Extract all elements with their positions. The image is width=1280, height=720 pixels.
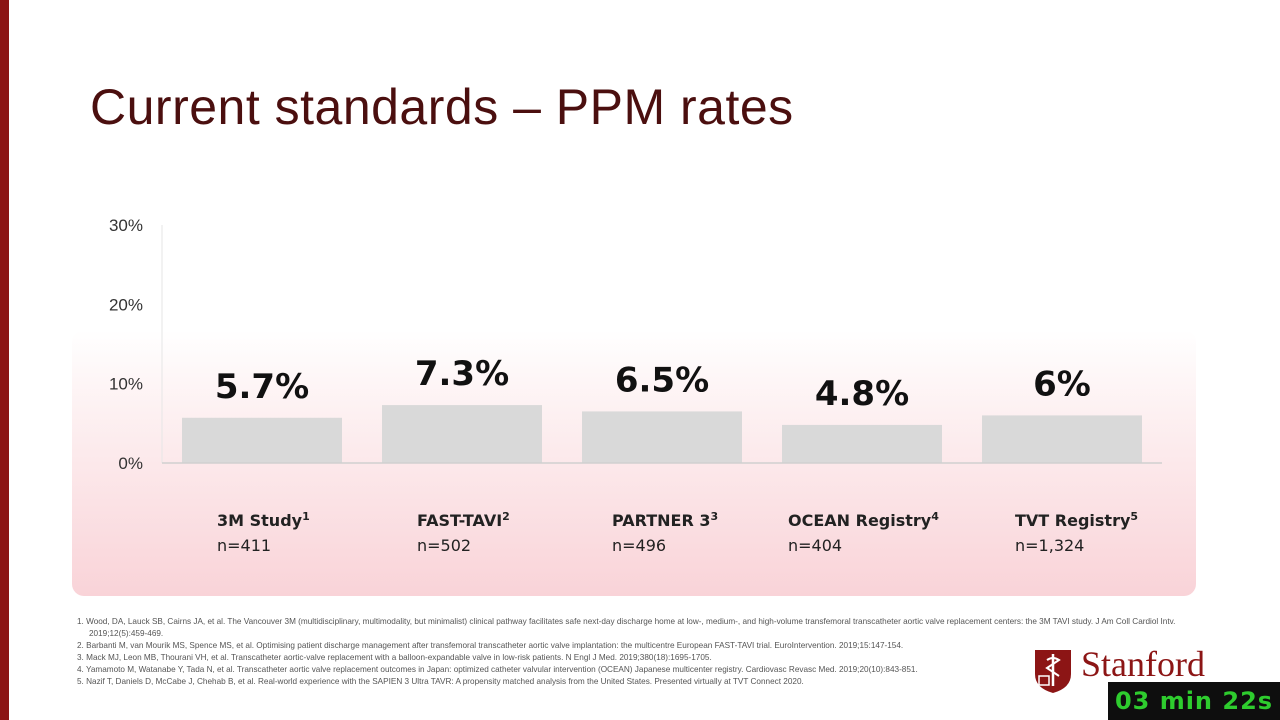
sample-size-label: n=411 [217,536,271,555]
bar [182,417,342,463]
y-tick-label: 30% [109,216,143,235]
category-reference: 1 [302,510,310,523]
footnote-4: 4. Yamamoto M, Watanabe Y, Tada N, et al… [77,665,918,674]
data-label: 7.3% [415,354,509,394]
category-name: FAST-TAVI [417,511,502,530]
sample-size-label: n=502 [417,536,471,555]
bar [382,405,542,463]
x-category-label: PARTNER 33 [612,510,718,530]
left-accent-stripe [0,0,9,720]
category-reference: 3 [711,510,719,523]
x-category-label: TVT Registry5 [1015,510,1138,530]
bar [782,424,942,463]
bar-chart: 0% 10% 20% 30% 5.7% 3M Study1 n=411 7.3% FAST-TA… [109,216,1162,555]
footnotes: 1. Wood, DA, Lauck SB, Cairns JA, et al.… [77,616,1237,688]
category-reference: 2 [502,510,510,523]
x-category-label: FAST-TAVI2 [417,510,510,530]
bar [982,415,1142,463]
slide-title: Current standards – PPM rates [90,79,794,135]
data-label: 6% [1033,364,1091,404]
category-name: 3M Study [217,511,303,530]
data-label: 5.7% [215,367,309,407]
stanford-seal-icon [1035,650,1071,693]
sample-size-label: n=1,324 [1015,536,1084,555]
y-tick-label: 0% [118,454,143,473]
data-label: 6.5% [615,360,709,400]
footnote-1-continued: 2019;12(5):459-469. [89,629,164,638]
sample-size-label: n=496 [612,536,666,555]
footnote-1: 1. Wood, DA, Lauck SB, Cairns JA, et al.… [77,617,1176,626]
footnote-5: 5. Nazif T, Daniels D, McCabe J, Chehab … [77,677,804,686]
stanford-wordmark: Stanford [1081,644,1205,684]
category-reference: 4 [931,510,939,523]
data-label: 4.8% [815,374,909,414]
category-name: OCEAN Registry [788,511,932,530]
y-tick-label: 20% [109,295,143,314]
elapsed-timer: 03 min 22s [1108,682,1280,720]
x-category-label: OCEAN Registry4 [788,510,939,530]
bar [582,411,742,463]
category-reference: 5 [1130,510,1138,523]
category-name: TVT Registry [1015,511,1131,530]
y-tick-label: 10% [109,375,143,394]
sample-size-label: n=404 [788,536,842,555]
stanford-logo: Stanford [1033,644,1243,695]
footnote-2: 2. Barbanti M, van Mourik MS, Spence MS,… [77,641,904,650]
x-category-label: 3M Study1 [217,510,310,530]
footnote-3: 3. Mack MJ, Leon MB, Thourani VH, et al.… [77,653,712,662]
category-name: PARTNER 3 [612,511,711,530]
